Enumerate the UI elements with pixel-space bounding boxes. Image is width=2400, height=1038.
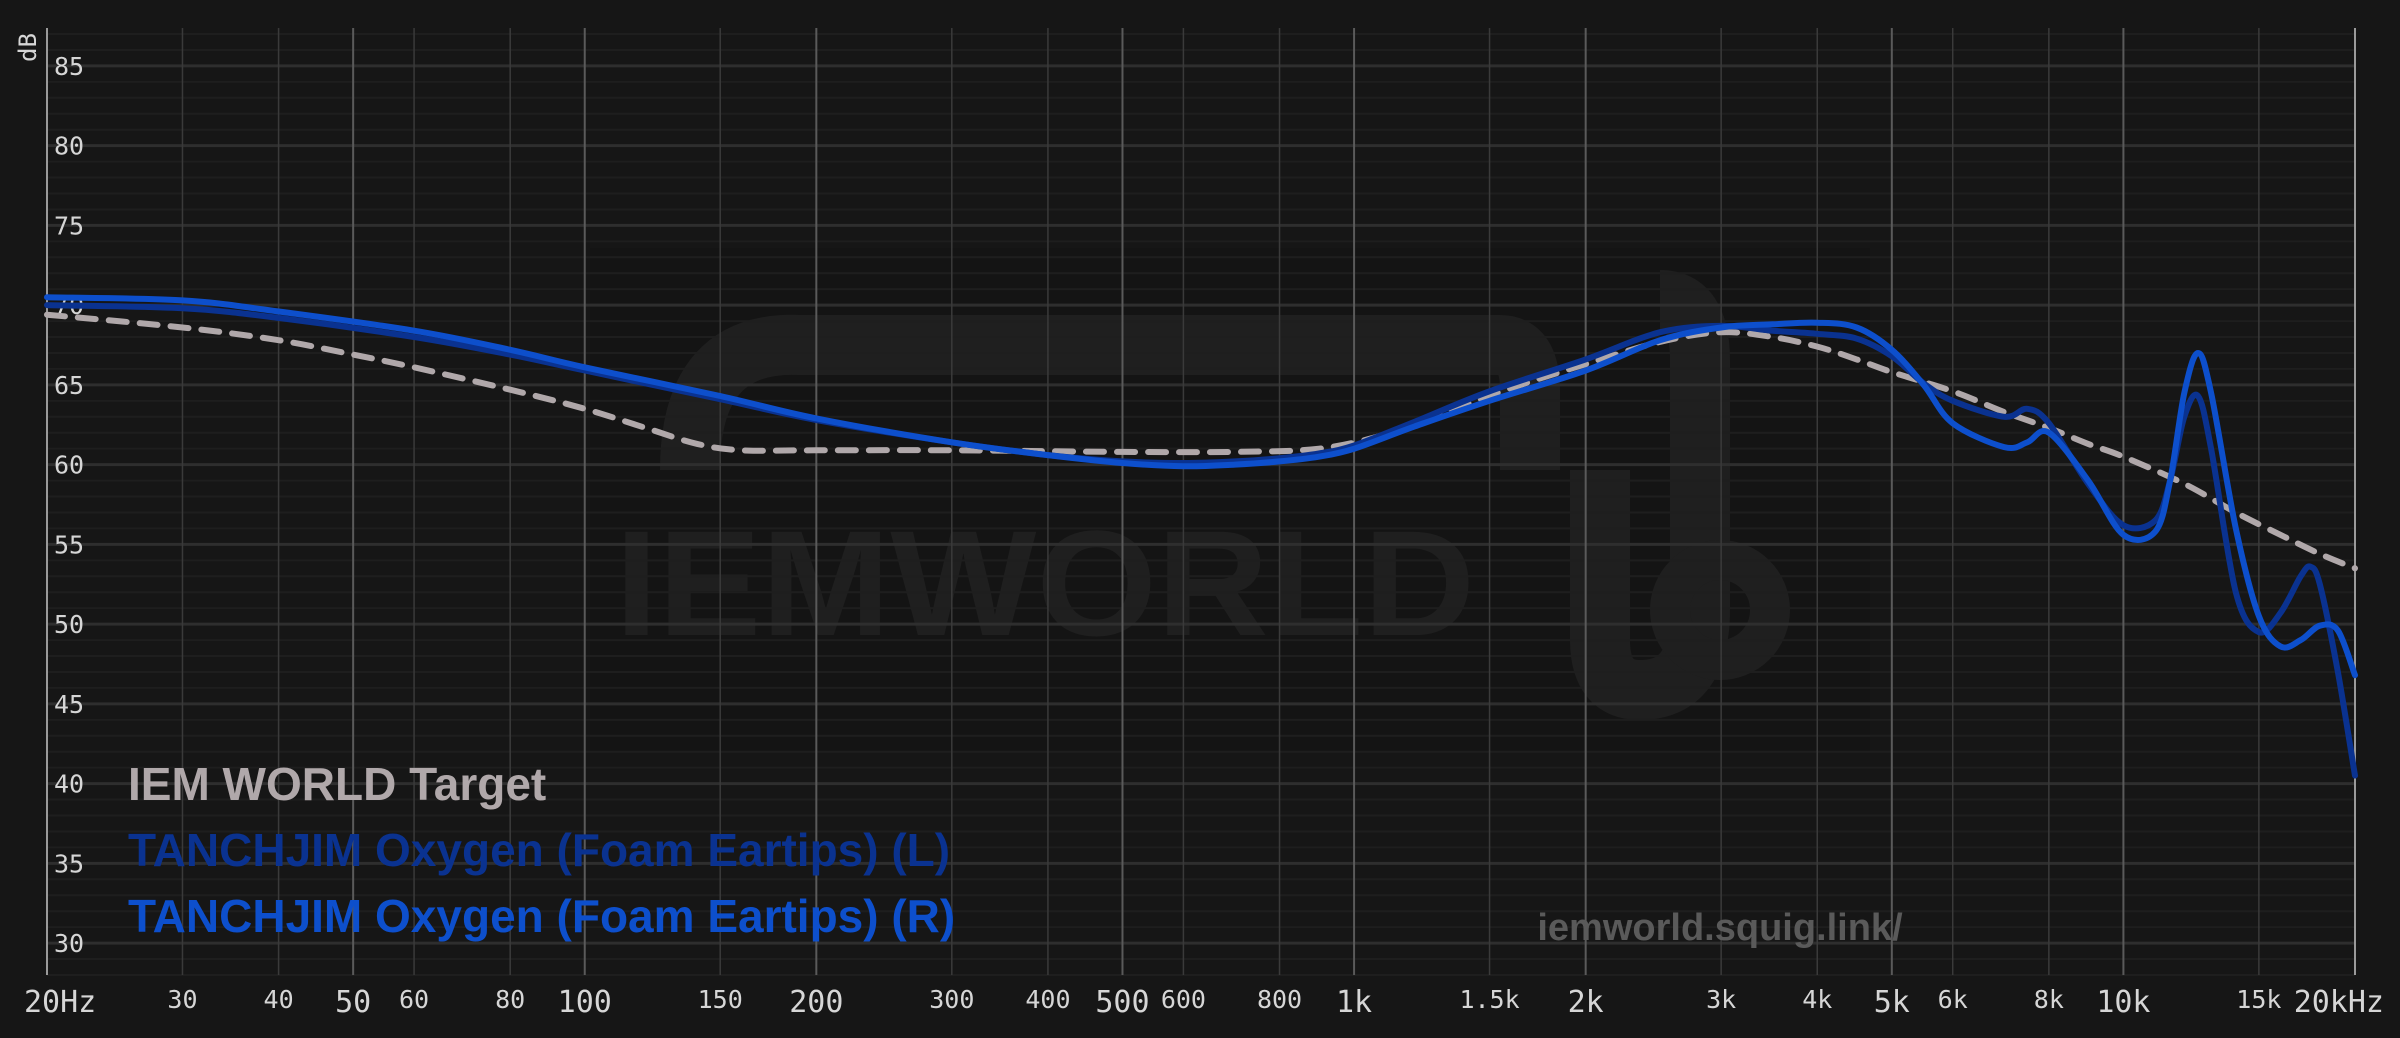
y-tick-label: 65 bbox=[54, 371, 84, 400]
x-tick-label: 20Hz bbox=[24, 985, 96, 1020]
y-tick-label: 60 bbox=[54, 451, 84, 480]
y-axis-unit: dB bbox=[14, 33, 42, 62]
x-tick-label: 2k bbox=[1568, 985, 1604, 1020]
x-tick-label: 150 bbox=[698, 985, 743, 1014]
x-tick-label: 40 bbox=[264, 985, 294, 1014]
x-tick-label: 5k bbox=[1874, 985, 1910, 1020]
x-tick-label: 600 bbox=[1161, 985, 1206, 1014]
x-tick-label: 500 bbox=[1095, 985, 1149, 1020]
x-tick-label: 800 bbox=[1257, 985, 1302, 1014]
y-tick-label: 30 bbox=[54, 929, 84, 958]
y-tick-label: 85 bbox=[54, 52, 84, 81]
y-tick-label: 45 bbox=[54, 690, 84, 719]
y-tick-label: 80 bbox=[54, 132, 84, 161]
x-tick-label: 3k bbox=[1706, 985, 1736, 1014]
watermark-url: iemworld.squig.link/ bbox=[1537, 907, 1903, 949]
y-tick-label: 35 bbox=[54, 849, 84, 878]
x-tick-label: 100 bbox=[558, 985, 612, 1020]
y-tick-label: 75 bbox=[54, 211, 84, 240]
x-tick-label: 10k bbox=[2096, 985, 2150, 1020]
x-tick-label: 1k bbox=[1336, 985, 1372, 1020]
x-tick-label: 80 bbox=[495, 985, 525, 1014]
chart-series bbox=[44, 294, 2358, 779]
x-tick-label: 400 bbox=[1025, 985, 1070, 1014]
x-tick-label: 15k bbox=[2236, 985, 2281, 1014]
series-line-right bbox=[44, 294, 2358, 679]
legend-entry: IEM WORLD Target bbox=[128, 758, 546, 810]
x-tick-label: 60 bbox=[399, 985, 429, 1014]
x-tick-label: 8k bbox=[2034, 985, 2064, 1014]
y-tick-label: 40 bbox=[54, 770, 84, 799]
chart-grid bbox=[47, 28, 2355, 976]
watermark-logo: IEMWORLD bbox=[590, 248, 1870, 753]
x-tick-label: 20kHz bbox=[2294, 985, 2384, 1020]
x-tick-label: 4k bbox=[1802, 985, 1832, 1014]
y-tick-label: 50 bbox=[54, 610, 84, 639]
watermark-brand: IEMWORLD bbox=[615, 499, 1475, 667]
chart-legend: IEM WORLD Target TANCHJIM Oxygen (Foam Ea… bbox=[128, 758, 955, 942]
legend-entry: TANCHJIM Oxygen (Foam Eartips) (L) bbox=[128, 824, 950, 876]
watermark-glyph-top bbox=[660, 314, 1560, 471]
x-tick-label: 50 bbox=[335, 985, 371, 1020]
legend-entry: TANCHJIM Oxygen (Foam Eartips) (R) bbox=[128, 890, 955, 942]
x-tick-label: 300 bbox=[929, 985, 974, 1014]
x-tick-label: 6k bbox=[1938, 985, 1968, 1014]
y-tick-label: 55 bbox=[54, 530, 84, 559]
x-tick-label: 1.5k bbox=[1459, 985, 1519, 1014]
x-tick-label: 30 bbox=[167, 985, 197, 1014]
x-tick-label: 200 bbox=[789, 985, 843, 1020]
